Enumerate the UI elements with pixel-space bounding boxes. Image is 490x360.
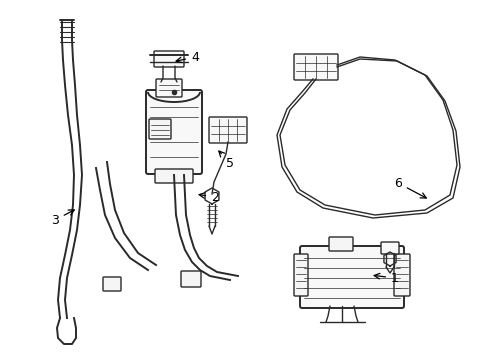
Text: 6: 6 [394, 176, 426, 198]
FancyBboxPatch shape [294, 54, 338, 80]
FancyBboxPatch shape [154, 51, 184, 67]
FancyBboxPatch shape [381, 242, 399, 254]
Text: 3: 3 [51, 210, 74, 226]
Text: 5: 5 [219, 151, 234, 170]
Text: 2: 2 [199, 190, 219, 203]
Text: 1: 1 [374, 271, 399, 284]
Text: 4: 4 [176, 50, 199, 63]
FancyBboxPatch shape [146, 90, 202, 174]
FancyBboxPatch shape [156, 79, 182, 97]
FancyBboxPatch shape [181, 271, 201, 287]
FancyBboxPatch shape [209, 117, 247, 143]
FancyBboxPatch shape [103, 277, 121, 291]
FancyBboxPatch shape [394, 254, 410, 296]
FancyBboxPatch shape [149, 119, 171, 139]
FancyBboxPatch shape [294, 254, 308, 296]
FancyBboxPatch shape [329, 237, 353, 251]
FancyBboxPatch shape [155, 169, 193, 183]
FancyBboxPatch shape [300, 246, 404, 308]
